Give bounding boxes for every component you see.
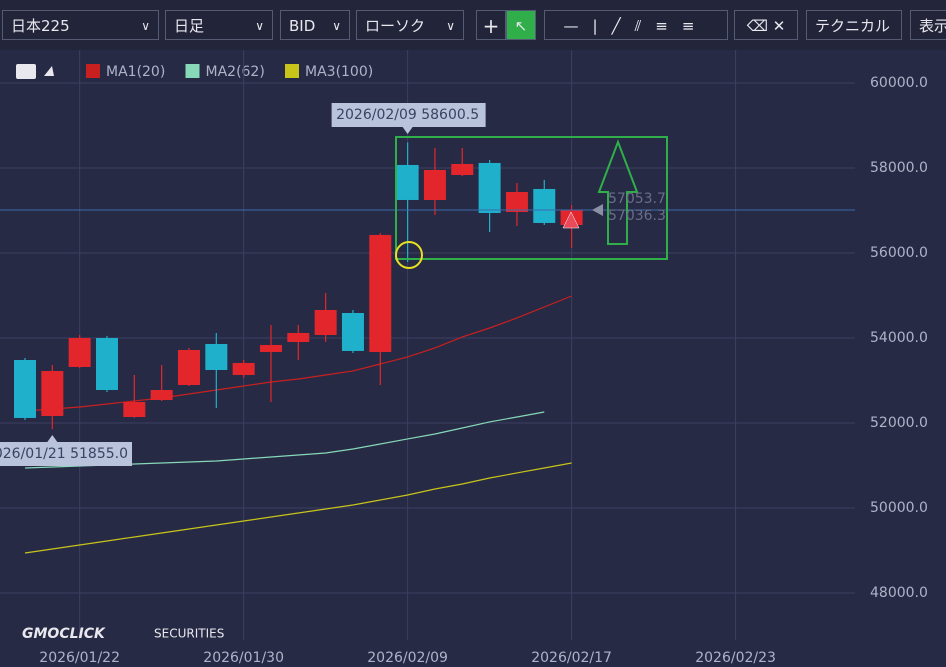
price-label: 57036.3 <box>608 208 666 224</box>
legend-label: MA2(62) <box>206 64 265 80</box>
candle-body <box>123 401 146 417</box>
y-tick-label: 56000.0 <box>870 245 928 261</box>
display-button[interactable]: 表示 <box>910 10 946 40</box>
y-tick-label: 50000.0 <box>870 500 928 516</box>
circle-drawing <box>395 241 423 269</box>
annotation-box <box>0 442 132 466</box>
candle-body <box>41 371 64 416</box>
candle-body <box>232 362 255 375</box>
candle-body <box>14 360 36 418</box>
candle-body <box>478 162 501 213</box>
timeframe: 日足 <box>174 17 205 35</box>
x-tick-label: 2026/02/09 <box>367 650 448 666</box>
x-tick-label: 2026/02/17 <box>531 650 612 666</box>
side: BID <box>289 17 316 35</box>
price-label: 57053.7 <box>608 191 666 207</box>
legend-swatch <box>285 64 299 78</box>
pointer-tool[interactable]: ↖ <box>506 10 536 40</box>
candle-body <box>396 164 419 200</box>
candle-body <box>205 343 228 370</box>
symbol: 日本225 <box>11 17 70 35</box>
display: 表示 <box>919 17 946 35</box>
legend: MA1(20) MA2(62) MA3(100) <box>86 64 373 80</box>
y-tick-label: 48000.0 <box>870 585 928 601</box>
legend-swatch <box>185 64 200 78</box>
draw-tools[interactable]: —|╱⫽≡≡ <box>544 10 728 40</box>
ma-line <box>24 295 572 412</box>
annotation-pointer <box>402 127 413 134</box>
price-pointer <box>592 204 603 216</box>
comment-icon[interactable] <box>16 64 36 79</box>
arrow-drawing <box>597 139 639 245</box>
side-select[interactable]: BID ∨ <box>280 10 350 40</box>
ma-line <box>24 462 572 554</box>
x-tick-label: 2026/02/23 <box>695 650 776 666</box>
candle-body <box>369 234 392 352</box>
chart: MA1(20) MA2(62) MA3(100) GMOCLICK SECURITI… <box>0 50 928 666</box>
chart-style: ローソク <box>365 17 426 35</box>
style-select[interactable]: ローソク ∨ <box>356 10 464 40</box>
candle-body <box>533 188 556 223</box>
y-tick-label: 58000.0 <box>870 160 928 176</box>
candle-body <box>259 345 282 352</box>
logo-brand: GMOCLICK <box>22 626 106 642</box>
candle-body <box>314 309 337 335</box>
candle-body <box>341 312 364 351</box>
legend-swatch <box>86 64 100 78</box>
legend-label: MA3(100) <box>305 64 373 80</box>
technical-button[interactable]: テクニカル <box>806 10 902 40</box>
candle-body <box>451 163 474 175</box>
annotation: 2026/01/21 51855.0 <box>0 446 128 462</box>
crosshair-tool[interactable]: + <box>476 10 506 40</box>
x-tick-label: 2026/01/30 <box>203 650 284 666</box>
timeframe-select[interactable]: 日足 ∨ <box>165 10 273 40</box>
y-tick-label: 52000.0 <box>870 415 928 431</box>
annotation-box <box>331 103 486 127</box>
legend-label: MA1(20) <box>106 64 165 80</box>
x-tick-label: 2026/01/22 <box>39 650 120 666</box>
candle-body <box>177 349 200 385</box>
candle-body <box>423 169 446 200</box>
annotation: 2026/02/09 58600.5 <box>336 107 479 123</box>
technical: テクニカル <box>815 17 891 35</box>
y-tick-label: 54000.0 <box>870 330 928 346</box>
candle-body <box>95 337 118 391</box>
y-tick-label: 60000.0 <box>870 75 928 91</box>
candle-body <box>68 337 91 367</box>
candle-body <box>287 332 310 342</box>
symbol-select[interactable]: 日本225 ∨ <box>2 10 159 40</box>
candle-body <box>150 390 173 400</box>
logo-suffix: SECURITIES <box>154 627 224 641</box>
order-marker <box>562 211 580 229</box>
candle-body <box>505 191 528 212</box>
erase-tools[interactable]: ⌫ ✕ <box>734 10 798 40</box>
box-drawing <box>395 136 668 260</box>
draw-icon[interactable] <box>44 66 54 76</box>
annotation-pointer <box>47 435 58 442</box>
